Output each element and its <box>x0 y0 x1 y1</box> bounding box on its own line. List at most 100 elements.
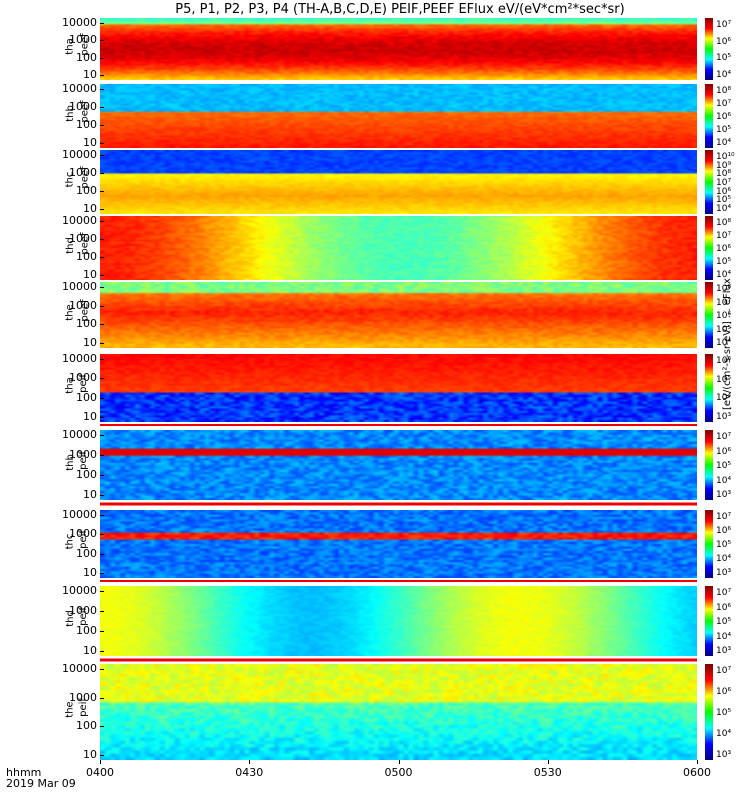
colorbar <box>705 664 713 760</box>
spectrogram-thb-peif <box>100 430 697 500</box>
y-tick-label: 1000 <box>69 166 97 179</box>
y-tick-mark <box>100 455 104 456</box>
colorbar-tick-label: 10⁶ <box>716 526 732 536</box>
colorbar-tick-label: 10⁴ <box>716 70 732 80</box>
colorbar-tick-label: 10⁶ <box>716 602 732 613</box>
colorbar <box>705 510 713 578</box>
colorbar-tick-label: 10⁷ <box>716 432 732 442</box>
spectrogram-thd-peef <box>100 216 697 280</box>
y-tick-label: 100 <box>76 118 97 131</box>
y-tick-mark <box>100 143 104 144</box>
y-tick-label: 10 <box>83 748 97 761</box>
colorbar-tick-label: 10⁵ <box>716 374 732 385</box>
y-tick-mark <box>100 40 104 42</box>
y-tick-mark <box>100 275 104 276</box>
spectrogram-thd-peif <box>100 586 697 656</box>
y-tick-mark <box>100 257 104 258</box>
y-tick-label: 10 <box>83 488 97 501</box>
panel-separator <box>100 578 697 584</box>
y-tick-mark <box>100 495 104 496</box>
y-tick-mark <box>100 534 104 536</box>
colorbar-tick-label: 10⁴ <box>716 554 732 564</box>
y-tick-label: 100 <box>76 624 97 637</box>
chart-title: P5, P1, P2, P3, P4 (TH-A,B,C,D,E) PEIF,P… <box>175 2 625 17</box>
panel-label-probe: the <box>64 701 76 718</box>
y-tick-mark <box>100 553 104 555</box>
colorbar-tick-label: 10⁶ <box>716 356 732 366</box>
y-tick-mark <box>100 155 104 156</box>
y-tick-label: 100 <box>76 468 97 481</box>
colorbar-tick-label: 10⁵ <box>716 195 732 206</box>
spectrogram-image <box>100 84 697 148</box>
x-tick-label: 0430 <box>235 766 264 779</box>
y-tick-mark <box>100 287 104 288</box>
y-tick-label: 100 <box>76 250 97 263</box>
colorbar-tick-label: 10⁵ <box>716 617 732 627</box>
y-tick-label: 1000 <box>69 371 97 385</box>
colorbar-tick-label: 10⁷ <box>716 666 732 676</box>
y-tick-label: 10000 <box>62 280 97 293</box>
y-tick-label: 100 <box>76 546 97 560</box>
y-tick-mark <box>100 239 104 240</box>
colorbar <box>705 216 713 280</box>
y-tick-mark <box>100 697 104 699</box>
colorbar-tick-label: 10³ <box>716 750 732 760</box>
y-tick-label: 100 <box>76 719 97 733</box>
y-tick-label: 10000 <box>62 148 97 161</box>
colorbar-tick-label: 10⁸ <box>716 218 732 228</box>
spectrogram-the-peef <box>100 282 697 348</box>
spectrogram-image <box>100 18 697 80</box>
colorbar-tick-label: 10³ <box>716 568 732 578</box>
spectrogram-image <box>100 664 697 760</box>
y-tick-mark <box>100 631 104 632</box>
colorbar-tick-label: 10⁷ <box>716 588 732 598</box>
spectrogram-thb-peef <box>100 84 697 148</box>
colorbar-tick-label: 10³ <box>716 490 732 500</box>
y-tick-label: 1000 <box>69 33 97 47</box>
y-tick-mark <box>100 359 104 360</box>
y-tick-mark <box>100 173 104 174</box>
y-tick-label: 100 <box>76 50 97 64</box>
colorbar-tick-label: 10⁵ <box>716 53 732 64</box>
colorbar-tick-label: 10⁵ <box>716 461 732 471</box>
y-tick-label: 10 <box>83 644 97 657</box>
colorbar-tick-label: 10⁸ <box>716 86 732 96</box>
y-tick-label: 1000 <box>69 232 97 245</box>
y-tick-label: 10000 <box>62 584 97 597</box>
y-tick-label: 1000 <box>69 298 97 312</box>
panel-separator <box>100 656 697 664</box>
colorbar-tick-label: 10⁹ <box>716 160 732 171</box>
x-tick-mark <box>249 760 251 764</box>
colorbar-tick-label: 10⁸ <box>716 169 732 180</box>
x-tick-mark <box>100 760 101 764</box>
x-tick-label: 0530 <box>533 766 562 779</box>
y-tick-label: 10 <box>83 336 97 349</box>
colorbar-tick-label: 10⁵ <box>716 125 732 135</box>
colorbar <box>705 84 713 148</box>
y-tick-label: 100 <box>76 184 97 197</box>
spectrogram-image <box>100 282 697 348</box>
colorbar-tick-label: 10⁴ <box>716 338 732 348</box>
colorbar <box>705 282 713 348</box>
x-tick-mark <box>547 760 549 764</box>
spectrogram-the-peif <box>100 664 697 760</box>
panel-separator <box>100 500 697 508</box>
x-tick-label: 0400 <box>86 766 114 779</box>
y-tick-label: 10000 <box>62 662 97 675</box>
colorbar-tick-label: 10⁴ <box>716 631 732 642</box>
y-tick-mark <box>100 726 104 728</box>
colorbar-tick-label: 10⁷ <box>716 512 732 522</box>
y-tick-mark <box>100 435 104 436</box>
spectrogram-image <box>100 430 697 500</box>
y-tick-label: 10 <box>83 68 97 81</box>
spectrogram-image <box>100 216 697 280</box>
y-tick-label: 1000 <box>69 100 97 113</box>
colorbar-tick-label: 10⁷ <box>716 20 732 30</box>
spectrogram-image <box>100 586 697 656</box>
panel-separator <box>100 422 697 428</box>
colorbar-tick-label: 10⁴ <box>716 204 732 214</box>
y-tick-mark <box>100 397 104 399</box>
y-tick-label: 10000 <box>62 82 97 95</box>
y-tick-mark <box>100 591 104 592</box>
y-tick-label: 1000 <box>69 690 97 704</box>
